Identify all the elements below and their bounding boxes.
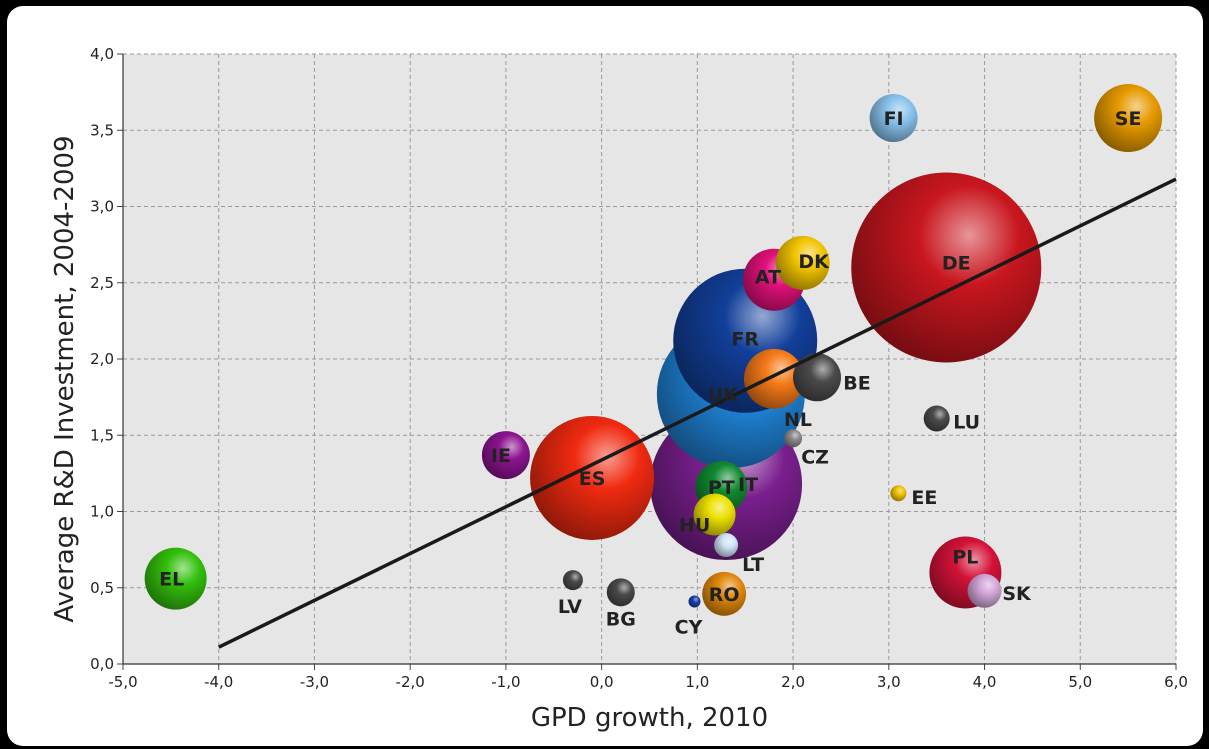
bubble-se bbox=[1094, 84, 1163, 153]
bubble-lt bbox=[714, 533, 739, 558]
bubble-label-it: IT bbox=[738, 474, 758, 496]
bubble-nl bbox=[743, 348, 804, 409]
x-tick-label: -5,0 bbox=[108, 673, 137, 691]
bubble-label-sk: SK bbox=[1002, 583, 1032, 605]
bubble-label-cz: CZ bbox=[801, 446, 829, 468]
y-axis-title: Average R&D Investment, 2004-2009 bbox=[50, 135, 80, 622]
bubble-label-be: BE bbox=[843, 372, 870, 394]
y-tick-label: 1,0 bbox=[90, 503, 114, 521]
axes bbox=[117, 53, 1177, 670]
bubble-label-ro: RO bbox=[709, 584, 740, 606]
bubble-ee bbox=[890, 485, 907, 502]
bubble-lu bbox=[923, 405, 950, 432]
y-tick-label: 0,0 bbox=[90, 655, 114, 673]
y-tick-label: 0,5 bbox=[90, 579, 114, 597]
bubble-label-cy: CY bbox=[675, 616, 703, 638]
bubble-ie bbox=[481, 431, 530, 480]
x-tick-label: 1,0 bbox=[685, 673, 709, 691]
bubble-el bbox=[144, 547, 207, 610]
tick-labels: -5,0 -4,0 -3,0 -2,0 -1,0 0,0 1,0 2,0 3,0 4,0 5,0 6,… bbox=[90, 45, 1188, 691]
y-tick-label: 2,0 bbox=[90, 350, 114, 368]
bubbles bbox=[144, 84, 1163, 616]
x-tick-label: 4,0 bbox=[973, 673, 997, 691]
bubble-label-dk: DK bbox=[798, 251, 830, 273]
bubble-hu bbox=[693, 493, 736, 536]
x-tick-label: -3,0 bbox=[300, 673, 329, 691]
bubble-label-fr: FR bbox=[731, 329, 759, 351]
bubble-label-ee: EE bbox=[911, 487, 937, 509]
y-tick-label: 1,5 bbox=[90, 426, 114, 444]
bubble-label-pl: PL bbox=[952, 547, 978, 569]
y-tick-label: 3,5 bbox=[90, 121, 114, 139]
bubble-lv bbox=[562, 570, 583, 591]
bubble-ro bbox=[702, 571, 747, 616]
bubble-bg bbox=[606, 578, 635, 607]
x-tick-label: 2,0 bbox=[781, 673, 805, 691]
bubble-label-es: ES bbox=[579, 468, 606, 490]
bubble-label-se: SE bbox=[1115, 108, 1142, 130]
bubble-cy bbox=[688, 595, 701, 608]
bubble-label-at: AT bbox=[755, 267, 781, 289]
bubble-cz bbox=[784, 429, 803, 448]
bubble-label-nl: NL bbox=[784, 409, 812, 431]
y-tick-label: 2,5 bbox=[90, 274, 114, 292]
bubble-label-hu: HU bbox=[679, 515, 710, 537]
bubble-label-de: DE bbox=[942, 253, 971, 275]
trend-line bbox=[217, 177, 1177, 649]
x-tick-label: 5,0 bbox=[1068, 673, 1092, 691]
bubble-es bbox=[530, 415, 655, 540]
x-tick-label: -1,0 bbox=[491, 673, 520, 691]
bubble-label-fi: FI bbox=[884, 108, 904, 130]
x-axis-title: GPD growth, 2010 bbox=[531, 703, 768, 733]
bubble-label-pt: PT bbox=[708, 477, 735, 499]
bubble-label-lu: LU bbox=[953, 411, 980, 433]
bubble-labels: DE FR UK IT ES NL BE DK AT FI SE IE EL PL SK PT HU CZ LU EE… bbox=[159, 108, 1141, 638]
bubble-label-lv: LV bbox=[558, 596, 582, 618]
bubble-chart: -5,0 -4,0 -3,0 -2,0 -1,0 0,0 1,0 2,0 3,0 4,0 5,0 6,… bbox=[50, 45, 1188, 733]
bubble-be bbox=[793, 353, 842, 402]
bubble-dk bbox=[775, 235, 830, 290]
bubble-label-uk: UK bbox=[708, 384, 739, 406]
x-tick-label: 6,0 bbox=[1164, 673, 1188, 691]
x-tick-label: -4,0 bbox=[204, 673, 233, 691]
x-tick-label: -2,0 bbox=[396, 673, 425, 691]
bubble-sk bbox=[967, 573, 1002, 608]
bubble-fi bbox=[869, 94, 918, 143]
bubble-label-bg: BG bbox=[606, 608, 636, 630]
x-tick-label: 3,0 bbox=[877, 673, 901, 691]
bubble-label-lt: LT bbox=[742, 554, 764, 576]
y-tick-label: 3,0 bbox=[90, 198, 114, 216]
chart-card: -5,0 -4,0 -3,0 -2,0 -1,0 0,0 1,0 2,0 3,0 4,0 5,0 6,… bbox=[7, 6, 1203, 746]
bubble-label-ie: IE bbox=[491, 445, 511, 467]
y-tick-label: 4,0 bbox=[90, 45, 114, 63]
x-tick-label: 0,0 bbox=[590, 673, 614, 691]
bubble-label-el: EL bbox=[159, 569, 184, 591]
